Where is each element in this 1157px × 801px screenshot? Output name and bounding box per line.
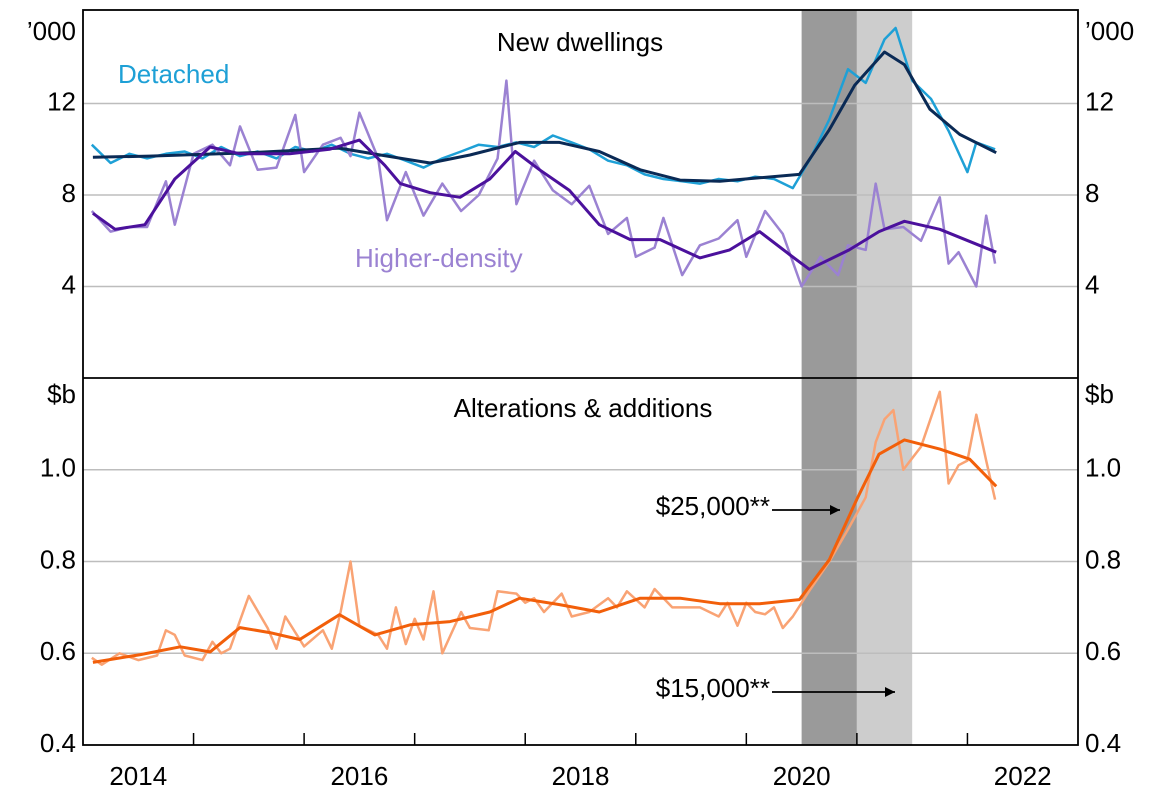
- y-tick-label: 12: [47, 86, 76, 116]
- y2-tick-label: 12: [1085, 86, 1114, 116]
- y2-tick-label: 4: [1085, 269, 1099, 299]
- annotation: $25,000**: [656, 491, 770, 521]
- series-line: [90, 79, 997, 288]
- y-unit-label: ’000: [27, 16, 76, 46]
- panel-title: Alterations & additions: [454, 393, 713, 423]
- y-tick-label: 8: [62, 178, 76, 208]
- y-tick-label: 0.8: [40, 544, 76, 574]
- panel-title: New dwellings: [497, 27, 663, 57]
- x-tick-label: 2022: [994, 761, 1052, 791]
- series-label: Detached: [118, 59, 229, 89]
- y2-tick-label: 0.4: [1085, 728, 1121, 758]
- y2-tick-label: 0.6: [1085, 636, 1121, 666]
- trend-line: [92, 50, 997, 183]
- series-label: Higher-density: [355, 243, 523, 273]
- y-unit-label: $b: [47, 379, 76, 409]
- y2-unit-label: $b: [1085, 379, 1114, 409]
- x-tick-label: 2016: [330, 761, 388, 791]
- y2-tick-label: 8: [1085, 178, 1099, 208]
- trend-line: [92, 438, 998, 664]
- y-tick-label: 1.0: [40, 453, 76, 483]
- annotation: $15,000**: [656, 673, 770, 703]
- y2-tick-label: 1.0: [1085, 453, 1121, 483]
- y2-unit-label: ’000: [1085, 16, 1134, 46]
- y-tick-label: 0.6: [40, 636, 76, 666]
- trend-line: [92, 138, 997, 271]
- y-tick-label: 4: [62, 269, 76, 299]
- y-tick-label: 0.4: [40, 728, 76, 758]
- x-tick-label: 2014: [109, 761, 167, 791]
- y2-tick-label: 0.8: [1085, 544, 1121, 574]
- series-line: [91, 390, 997, 666]
- x-tick-label: 2020: [773, 761, 831, 791]
- x-tick-label: 2018: [552, 761, 610, 791]
